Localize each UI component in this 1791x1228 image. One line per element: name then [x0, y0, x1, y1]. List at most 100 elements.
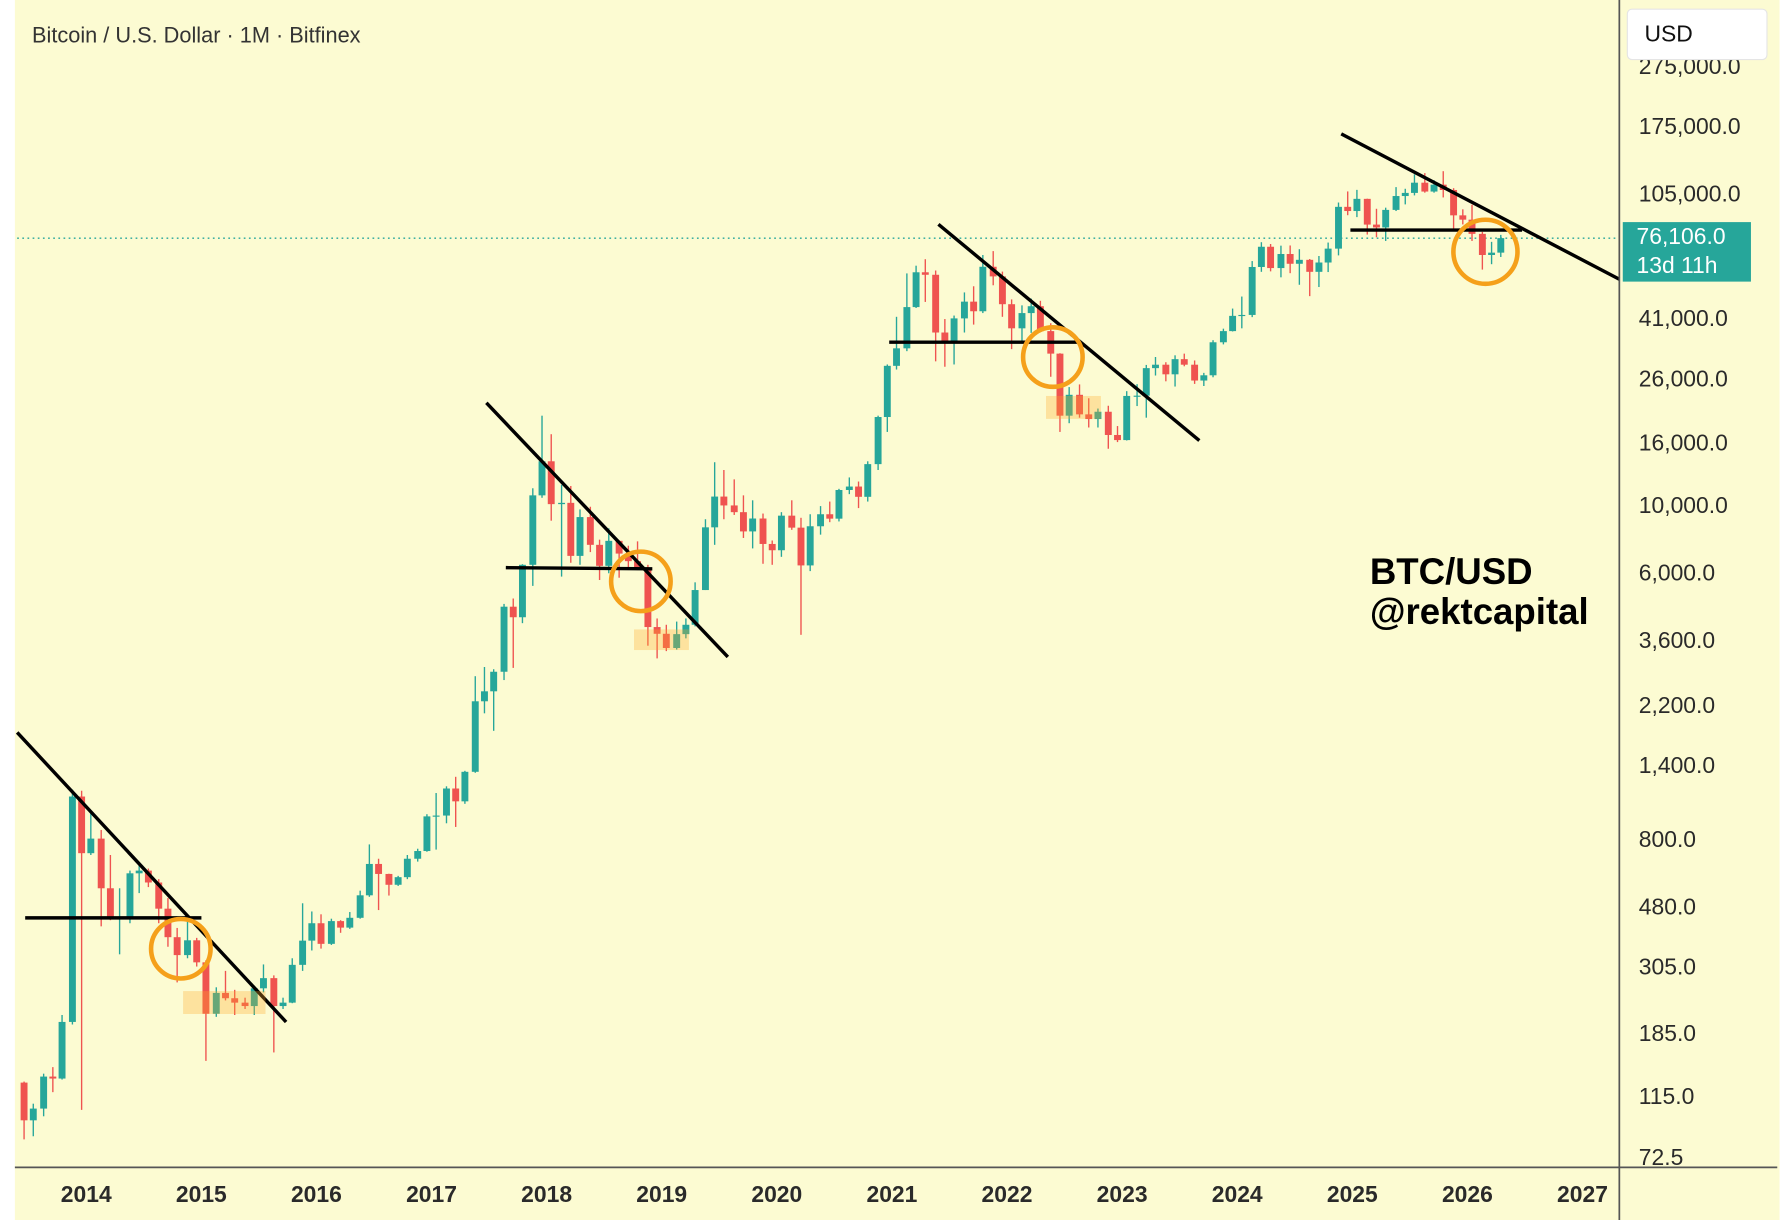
candle-body: [299, 940, 307, 965]
candle-body: [883, 365, 891, 418]
annotations: [15, 132, 1621, 1024]
candle-body: [903, 307, 911, 349]
candle-body: [558, 502, 566, 505]
candle-body: [1171, 359, 1179, 375]
candle-body: [1373, 224, 1380, 228]
candle-body: [270, 978, 278, 1007]
candle-body: [288, 964, 296, 1003]
candle-body: [893, 348, 900, 366]
candle-body: [49, 1076, 57, 1079]
candle-body: [1315, 262, 1323, 272]
candle-body: [826, 514, 834, 519]
candle-body: [509, 606, 517, 618]
candle-body: [1459, 215, 1467, 220]
highlight-box: [634, 629, 689, 651]
candle-body: [1209, 342, 1217, 376]
y-tick-label: 175,000.0: [1639, 113, 1741, 139]
candle-body: [970, 301, 978, 312]
time-axis: 2014 2015 2016 2017 2018 2019 2020 2021 2022 2023…: [61, 1181, 1608, 1207]
highlight-circle: [148, 916, 213, 981]
x-tick-label: 2014: [61, 1181, 112, 1207]
last-price-badge: [1622, 222, 1751, 282]
candle-body: [106, 888, 114, 919]
candle-body: [720, 496, 728, 506]
y-tick-label: 185.0: [1639, 1020, 1696, 1046]
candle-body: [845, 486, 853, 490]
candle-body: [1324, 248, 1332, 263]
candle-body: [356, 895, 364, 918]
candle-body: [68, 796, 76, 1022]
candle-body: [817, 514, 825, 527]
candle-body: [615, 540, 623, 554]
highlight-circle: [608, 549, 673, 614]
price-axis: 72.5 115.0 185.0 305.0 480.0 800.0 1,400.0 2,20…: [1639, 53, 1741, 1170]
x-tick-label: 2026: [1442, 1181, 1493, 1207]
candle-body: [941, 332, 949, 341]
candle-body: [308, 923, 316, 941]
y-tick-label: 41,000.0: [1639, 305, 1728, 331]
x-tick-label: 2025: [1327, 1181, 1378, 1207]
candle-body: [452, 788, 460, 802]
trendline: [15, 731, 288, 1024]
candle-body: [644, 567, 652, 628]
candle-body: [78, 796, 86, 854]
candle-body: [586, 517, 594, 545]
candle-body: [777, 515, 785, 551]
candle-body: [1363, 198, 1371, 225]
highlight-circle: [1451, 217, 1520, 287]
candle-body: [1450, 189, 1458, 216]
candle-body: [87, 838, 95, 854]
candle-body: [1411, 182, 1418, 193]
y-tick-label: 72.5: [1639, 1144, 1684, 1170]
candle-body: [1036, 306, 1044, 332]
candle-body: [414, 851, 422, 859]
y-tick-label: 16,000.0: [1639, 430, 1728, 456]
x-tick-label: 2016: [291, 1181, 342, 1207]
candle-body: [1142, 368, 1150, 396]
x-tick-label: 2023: [1097, 1181, 1148, 1207]
candle-body: [1277, 254, 1285, 269]
candle-body: [58, 1021, 66, 1079]
y-tick-label: 6,000.0: [1639, 559, 1715, 585]
candle-body: [605, 540, 613, 566]
x-tick-label: 2017: [406, 1181, 457, 1207]
candle-body: [500, 606, 508, 672]
x-tick-label: 2027: [1557, 1181, 1608, 1207]
candle-body: [1104, 411, 1112, 435]
currency-label[interactable]: USD: [1645, 21, 1693, 47]
y-tick-label: 1,400.0: [1639, 752, 1715, 778]
candle-body: [576, 517, 584, 556]
candle-body: [1123, 395, 1131, 441]
candle-body: [1392, 196, 1400, 210]
candle-body: [547, 461, 555, 505]
candle-body: [1478, 233, 1486, 255]
candle-body: [1229, 315, 1237, 332]
candle-body: [634, 561, 642, 568]
candle-body: [960, 301, 968, 319]
candle-body: [40, 1076, 48, 1109]
candle-body: [394, 877, 402, 885]
candle-body: [471, 701, 479, 772]
candle-body: [1335, 206, 1342, 249]
y-tick-label: 26,000.0: [1639, 365, 1728, 391]
candle-body: [691, 590, 699, 625]
candle-body: [1076, 394, 1083, 415]
countdown-label: 13d 11h: [1637, 252, 1718, 278]
candle-body: [998, 276, 1006, 305]
candle-body: [260, 978, 267, 989]
candle-body: [1468, 219, 1476, 234]
candle-body: [979, 266, 987, 312]
highlight-circle: [1020, 325, 1085, 390]
candle-body: [1344, 206, 1352, 212]
candle-body: [788, 515, 796, 528]
candle-body: [241, 1002, 249, 1007]
highlights: [148, 217, 1520, 1014]
currency-button[interactable]: [1626, 8, 1768, 61]
candle-body: [20, 1082, 28, 1121]
x-tick-label: 2020: [751, 1181, 802, 1207]
x-tick-label: 2015: [176, 1181, 227, 1207]
chart-background: [14, 0, 1780, 1220]
trendline: [1340, 132, 1621, 281]
candle-body: [432, 815, 440, 817]
x-tick-label: 2018: [521, 1181, 572, 1207]
